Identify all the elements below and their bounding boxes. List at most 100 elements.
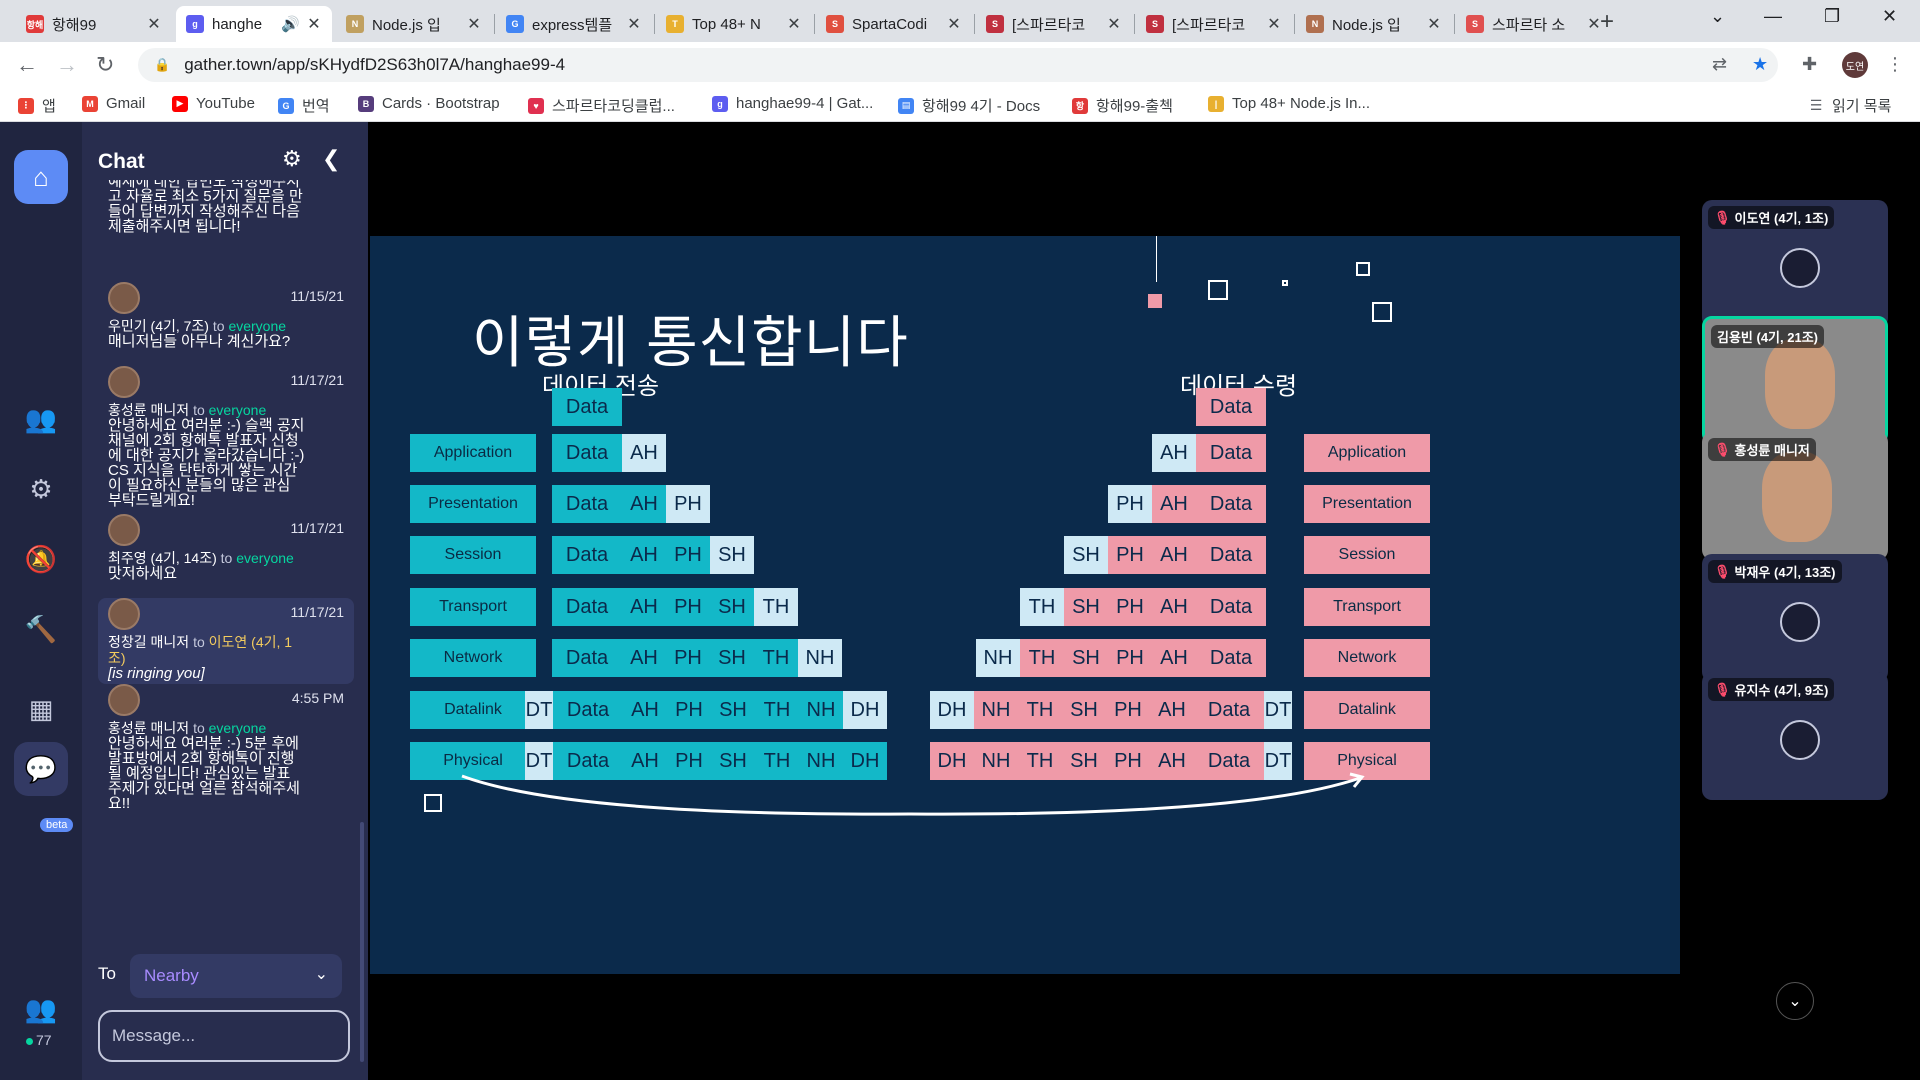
tab-favicon: G [506,15,524,33]
chat-message[interactable]: 예제에 대한 답변도 작성해주시 고 자율로 최소 5가지 질문을 만 들어 답… [82,180,354,234]
close-tab-icon[interactable]: ✕ [307,16,321,33]
back-icon[interactable]: ← [16,52,38,77]
browser-tab[interactable]: N Node.js 입 ✕ [336,6,492,42]
calendar-button[interactable]: ▦ [14,682,68,736]
maximize-icon[interactable]: ❐ [1824,6,1841,26]
browser-tab[interactable]: g hanghe 🔊 ✕ [176,6,332,42]
participant-tile[interactable]: 🎙 이도연 (4기, 1조) [1702,200,1888,328]
bookmark-item[interactable]: | Top 48+ Node.js In... [1208,95,1370,112]
profile-avatar[interactable]: 도연 [1842,52,1868,78]
chat-settings-icon[interactable]: ⚙ [282,146,302,171]
participants-button[interactable]: 👥 [14,392,68,446]
bookmark-item[interactable]: ▶ YouTube [172,95,255,112]
message-target[interactable]: everyone [208,720,267,736]
receive-cell-ph: PH [1108,536,1152,574]
message-to: to [193,634,205,650]
message-target[interactable]: everyone [208,402,267,418]
bookmark-item[interactable]: G 번역 [278,95,330,116]
home-button[interactable]: ⌂ [14,150,68,204]
scroll-tiles-down-button[interactable]: ⌄ [1776,982,1814,1020]
participant-video [1765,339,1835,429]
close-tab-icon[interactable]: ✕ [947,16,961,33]
message-time: 11/15/21 [290,288,344,304]
send-cell-dh: DH [843,691,887,729]
bookmark-item[interactable]: ⋮ 앱 [18,95,56,116]
message-input[interactable] [98,1010,350,1062]
send-cell-ah: AH [622,588,666,626]
close-tab-icon[interactable]: ✕ [467,16,481,33]
bookmark-item[interactable]: ▤ 항해99 4기 - Docs [898,95,1040,116]
close-tab-icon[interactable]: ✕ [627,16,641,33]
extensions-icon[interactable]: ✚ [1802,54,1818,74]
chevron-down-icon: ⌄ [1788,993,1802,1010]
reading-list[interactable]: ☰ 읽기 목록 [1809,97,1892,115]
online-users-button[interactable]: 👥 [14,982,68,1036]
message-time: 11/17/21 [290,604,344,620]
send-cell-th: TH [754,639,798,677]
tab-search-icon[interactable]: ⌄ [1710,6,1726,26]
bookmark-item[interactable]: B Cards · Bootstrap [358,95,500,112]
close-tab-icon[interactable]: ✕ [1267,16,1281,33]
tab-title: Node.js 입 [372,16,441,34]
browser-tab[interactable]: 항해 항해99 ✕ [16,6,172,42]
receive-cell-ph: PH [1106,691,1150,729]
settings-button[interactable]: ⚙ [14,462,68,516]
message-target[interactable]: 이도연 (4기, 1 조) [108,634,293,666]
send-cell-data: Data [552,536,622,574]
browser-tab[interactable]: T Top 48+ N ✕ [656,6,812,42]
browser-tab[interactable]: S 스파르타 소 ✕ [1456,6,1612,42]
close-tab-icon[interactable]: ✕ [1427,16,1441,33]
reload-icon[interactable]: ↻ [96,52,115,77]
close-tab-icon[interactable]: ✕ [787,16,801,33]
chat-message[interactable]: 11/17/21 정창길 매니저 to 이도연 (4기, 1 조) [is ring… [98,598,354,684]
decor-square [1282,280,1288,286]
chat-message[interactable]: 11/17/21 홍성륜 매니저 to everyone 안녕하세요 여러분 :-)… [82,366,354,508]
url-omnibox[interactable]: 🔒 gather.town/app/sKHydfD2S63h0l7A/hangh… [138,48,1778,82]
browser-tab[interactable]: S SpartaCodi ✕ [816,6,972,42]
chat-message[interactable]: 11/15/21 우민기 (4기, 7조) to everyone 매니저님들 아무… [82,282,354,349]
bookmark-item[interactable]: ♥ 스파르타코딩클럽... [528,95,675,116]
forward-icon[interactable]: → [56,52,78,77]
message-target[interactable]: everyone [236,550,294,566]
new-tab-button[interactable]: + [1600,8,1615,35]
browser-menu-icon[interactable]: ⋮ [1886,54,1904,74]
bookmark-item[interactable]: 항 항해99-출첵 [1072,95,1173,116]
browser-tab[interactable]: S [스파르타코 ✕ [976,6,1132,42]
close-window-icon[interactable]: ✕ [1882,6,1898,26]
chat-message[interactable]: 11/17/21 최주영 (4기, 14조) to everyone 맛저하세요 [82,514,354,581]
participant-tile[interactable]: 🎙 홍성륜 매니저 [1702,432,1888,560]
receive-cell-data: Data [1194,691,1264,729]
recipient-select[interactable]: Nearby ⌄ [130,954,342,998]
decor-square [1148,294,1162,308]
address-bar-row: ← → ↻ 🔒 gather.town/app/sKHydfD2S63h0l7A… [0,42,1920,88]
collapse-chat-icon[interactable]: ❮ [322,146,341,171]
avatar [108,514,140,546]
participant-tile[interactable]: 🎙 박재우 (4기, 13조) [1702,554,1888,682]
tab-favicon: S [986,15,1004,33]
browser-tab[interactable]: S [스파르타코 ✕ [1136,6,1292,42]
chat-button[interactable]: 💬 [14,742,68,796]
close-tab-icon[interactable]: ✕ [147,16,161,33]
translate-icon[interactable]: ⇄ [1712,54,1728,74]
close-tab-icon[interactable]: ✕ [1107,16,1121,33]
browser-tab[interactable]: N Node.js 입 ✕ [1296,6,1452,42]
chat-message[interactable]: 4:55 PM 홍성륜 매니저 to everyone 안녕하세요 여러분 :-) … [82,684,354,811]
receive-cell-ah: AH [1150,742,1194,780]
build-button[interactable]: 🔨 [14,602,68,656]
mic-muted-icon: 🎙 [1714,441,1731,457]
send-cell-data: Data [552,639,622,677]
chat-scrollbar[interactable] [360,822,364,1062]
tab-separator [814,14,815,34]
participant-tile[interactable]: 김용빈 (4기, 21조) [1702,316,1888,444]
bookmark-icon: 항 [1072,97,1088,114]
bookmark-star-icon[interactable]: ★ [1752,54,1769,74]
close-tab-icon[interactable]: ✕ [1587,16,1601,33]
message-target[interactable]: everyone [228,318,287,334]
participant-tile[interactable]: 🎙 유지수 (4기, 9조) [1702,672,1888,800]
bookmark-item[interactable]: g hanghae99-4 | Gat... [712,95,873,112]
bookmark-item[interactable]: M Gmail [82,95,145,112]
receive-cell-ph: PH [1108,485,1152,523]
minimize-icon[interactable]: — [1764,6,1782,26]
notifications-button[interactable]: 🔕 [14,532,68,586]
